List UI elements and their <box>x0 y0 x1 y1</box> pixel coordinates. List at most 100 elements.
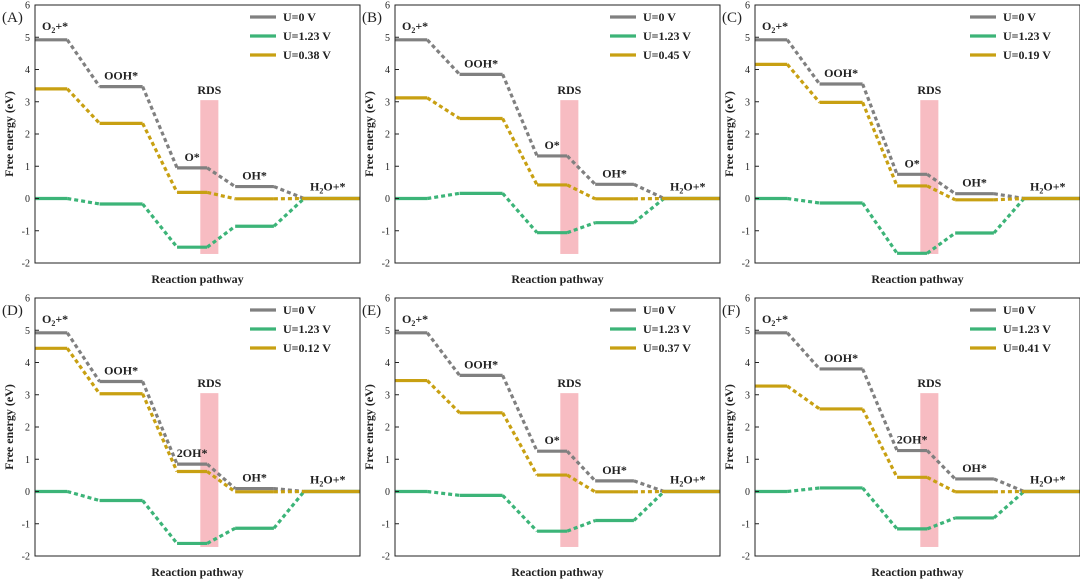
panel-f: RDS -2 -1 0 1 2 3 4 5 6 Reaction pathway Free energ… <box>722 294 1080 579</box>
y-tick-label: 6 <box>385 1 390 12</box>
y-tick-label: 1 <box>385 162 390 173</box>
state-label-tail: O+* <box>1043 473 1065 487</box>
state-label-main: O <box>402 19 411 33</box>
transition-line <box>206 526 236 545</box>
series-ueq <box>755 486 1080 531</box>
transition-line <box>272 197 306 228</box>
transition-line <box>65 331 101 383</box>
legend-label-u0: U=0 V <box>283 10 316 24</box>
legend-label-u0: U=0 V <box>1003 10 1036 24</box>
y-tick-label: 5 <box>25 326 30 337</box>
legend-label-u0: U=0 V <box>643 10 676 24</box>
state-label-tail: +* <box>775 19 788 33</box>
legend-label-ueq: U=1.23 V <box>643 29 691 43</box>
legend-label-ulim: U=0.12 V <box>283 341 331 355</box>
transition-line <box>501 374 539 452</box>
state-label-main: OOH* <box>824 66 858 80</box>
series-ulim <box>755 384 1080 494</box>
state-label: OOH* <box>104 364 138 378</box>
state-label: O2+* <box>42 312 68 328</box>
state-label-subscript: 2 <box>679 187 683 196</box>
transition-line <box>501 412 539 476</box>
state-label-subscript: 2 <box>319 187 323 196</box>
state-label-main: OOH* <box>464 56 498 70</box>
transition-line <box>786 384 821 411</box>
state-label-main: O* <box>544 138 559 152</box>
state-label-main: OH* <box>962 176 987 190</box>
state-label-main: H <box>670 180 680 194</box>
transition-line <box>206 166 237 188</box>
legend-label-u0: U=0 V <box>1003 303 1036 317</box>
y-tick-label: 5 <box>385 326 390 337</box>
state-label-main: O* <box>904 156 919 170</box>
series-ulim <box>395 378 720 494</box>
y-tick-label: -2 <box>382 552 390 563</box>
y-tick-label: 2 <box>25 130 30 141</box>
state-label: OH* <box>602 463 627 477</box>
y-tick-label: 0 <box>25 194 30 205</box>
state-label-subscript: 2 <box>411 26 415 35</box>
y-tick-label: 2 <box>385 423 390 434</box>
transition-line <box>426 379 461 414</box>
state-label-main: H <box>1030 180 1040 194</box>
y-tick-label: 6 <box>745 294 750 305</box>
y-tick-label: -1 <box>22 226 30 237</box>
panel-letter: (F) <box>722 303 740 319</box>
state-label-main: OH* <box>962 461 987 475</box>
transition-line <box>141 499 179 545</box>
y-tick-label: -1 <box>382 519 390 530</box>
y-tick-label: 3 <box>385 97 390 108</box>
transition-line <box>786 331 821 371</box>
state-label: OH* <box>602 166 627 180</box>
state-label: H2O+* <box>310 473 346 489</box>
transition-line <box>993 196 1025 202</box>
y-tick-label: -2 <box>22 259 30 270</box>
legend-label-ueq: U=1.23 V <box>1003 322 1051 336</box>
y-tick-label: 6 <box>25 294 30 305</box>
transition-line <box>65 347 101 395</box>
state-label: O* <box>544 433 559 447</box>
panel-c: RDS -2 -1 0 1 2 3 4 5 6 Reaction pathway Free energ… <box>722 1 1080 286</box>
series-ueq <box>755 196 1080 255</box>
state-label-main: H <box>310 180 320 194</box>
state-label-tail: +* <box>775 312 788 326</box>
plot-frame <box>754 4 1080 264</box>
transition-line <box>141 393 179 473</box>
state-label-subscript: 2 <box>51 319 55 328</box>
transition-line <box>566 473 596 494</box>
transition-line <box>206 190 236 201</box>
rds-band <box>200 100 219 254</box>
transition-line <box>861 202 899 255</box>
transition-line <box>66 87 101 125</box>
x-axis-title: Reaction pathway <box>151 272 243 286</box>
y-tick-label: 3 <box>25 390 30 401</box>
plot-frame <box>754 297 1080 557</box>
series-ulim <box>35 346 360 494</box>
transition-line <box>67 196 100 206</box>
y-tick-label: 5 <box>385 33 390 44</box>
y-tick-label: 0 <box>385 194 390 205</box>
state-label-main: O <box>762 19 771 33</box>
state-label-main: OOH* <box>104 364 138 378</box>
legend-label-ueq: U=1.23 V <box>283 29 331 43</box>
rds-label: RDS <box>197 376 221 390</box>
legend-label-ulim: U=0.19 V <box>1003 48 1051 62</box>
transition-line <box>206 470 237 494</box>
series-ulim <box>35 87 360 201</box>
state-label-main: OOH* <box>824 351 858 365</box>
state-label: O2+* <box>42 19 68 35</box>
x-axis-title: Reaction pathway <box>871 565 963 579</box>
x-axis-title: Reaction pathway <box>511 565 603 579</box>
transition-line <box>426 38 461 76</box>
state-label: H2O+* <box>670 180 706 196</box>
y-axis-title: Free energy (eV) <box>722 91 736 177</box>
y-tick-label: 3 <box>25 97 30 108</box>
y-tick-label: -2 <box>742 259 750 270</box>
state-label: O* <box>184 150 199 164</box>
y-tick-label: -1 <box>22 519 30 530</box>
state-label-main: OOH* <box>464 357 498 371</box>
series-ulim <box>395 96 720 201</box>
state-label-main: O <box>402 312 411 326</box>
legend-label-u0: U=0 V <box>283 303 316 317</box>
transition-line <box>206 224 237 249</box>
